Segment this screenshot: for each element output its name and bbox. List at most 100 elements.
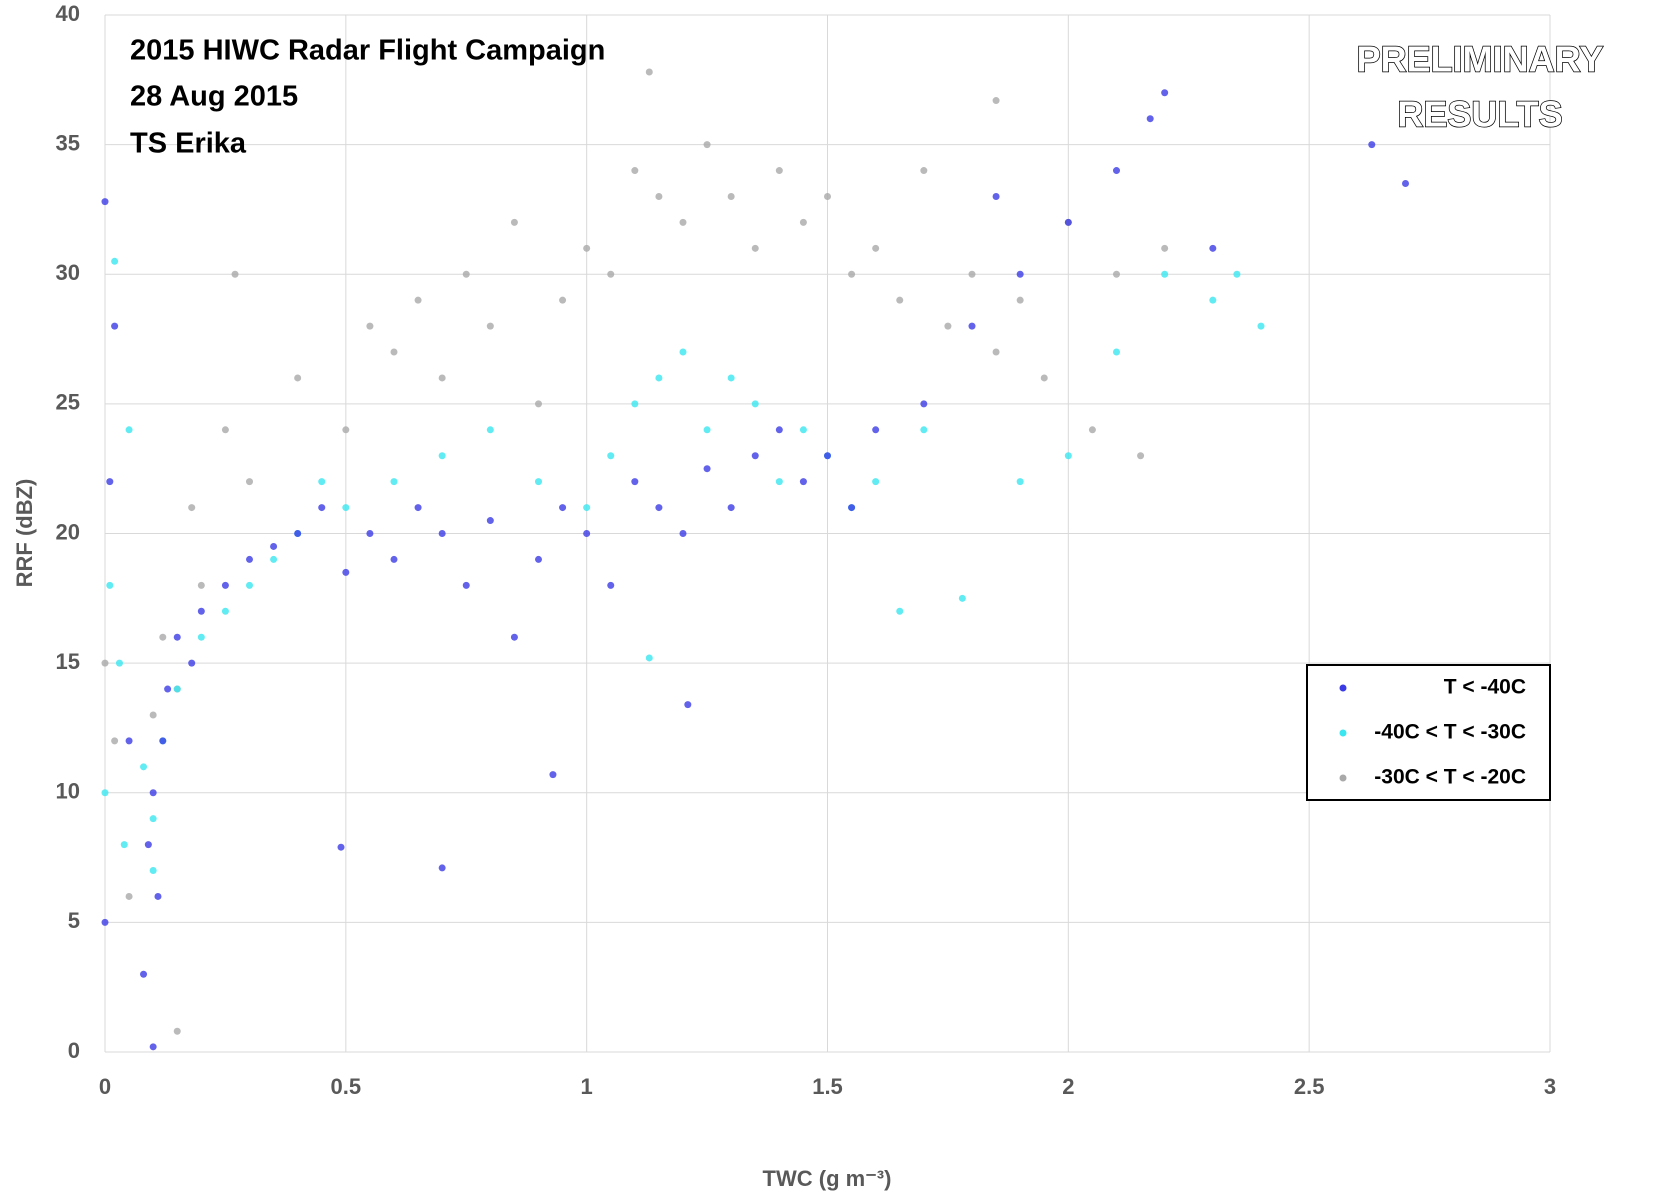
- point: [958, 594, 966, 602]
- y-axis-label: RRF (dBZ): [12, 479, 37, 588]
- point: [342, 504, 350, 512]
- point: [125, 737, 133, 745]
- point: [751, 400, 759, 408]
- point: [414, 296, 422, 304]
- point: [1402, 180, 1409, 188]
- point: [1209, 296, 1217, 304]
- point: [111, 322, 119, 330]
- point: [318, 504, 326, 512]
- point: [583, 530, 591, 537]
- point: [486, 426, 494, 434]
- point: [1088, 426, 1096, 434]
- point: [125, 892, 133, 900]
- chart-title: TS Erika: [130, 128, 247, 160]
- point: [679, 218, 687, 226]
- point: [992, 348, 1000, 356]
- point: [164, 685, 172, 693]
- point: [149, 711, 157, 719]
- point: [111, 737, 119, 745]
- point: [246, 555, 253, 563]
- point: [799, 218, 807, 226]
- point: [607, 270, 615, 278]
- point: [294, 530, 302, 537]
- point: [438, 452, 446, 460]
- point: [106, 478, 114, 486]
- point: [149, 867, 157, 875]
- point: [896, 607, 904, 615]
- point: [583, 504, 591, 512]
- point: [631, 167, 639, 175]
- point: [342, 568, 350, 576]
- point: [684, 701, 692, 709]
- point: [559, 296, 567, 304]
- point: [645, 68, 653, 76]
- point: [968, 270, 976, 278]
- point: [1113, 270, 1120, 278]
- point: [703, 141, 711, 149]
- point: [270, 542, 278, 550]
- point: [120, 841, 128, 849]
- x-tick-label: 1: [581, 1074, 593, 1099]
- point: [1209, 244, 1217, 252]
- y-tick-label: 30: [56, 260, 80, 285]
- point: [510, 218, 518, 226]
- point: [173, 633, 181, 641]
- point: [631, 400, 639, 408]
- legend-marker: [1339, 774, 1347, 782]
- point: [149, 789, 157, 797]
- point: [775, 426, 783, 434]
- point: [583, 244, 591, 252]
- point: [799, 426, 807, 434]
- point: [1257, 322, 1265, 330]
- point: [140, 970, 148, 978]
- x-tick-label: 2: [1062, 1074, 1074, 1099]
- point: [101, 198, 109, 206]
- point: [486, 322, 494, 330]
- point: [920, 167, 928, 175]
- point: [1161, 244, 1169, 252]
- point: [159, 737, 167, 745]
- point: [173, 1027, 181, 1035]
- point: [992, 192, 1000, 200]
- legend-label: T < -40C: [1444, 676, 1526, 699]
- grid: [104, 14, 1551, 1053]
- point: [188, 504, 196, 512]
- point: [1161, 270, 1169, 278]
- point: [655, 192, 663, 200]
- legend-box: [1306, 664, 1551, 801]
- point: [366, 530, 374, 537]
- point: [414, 504, 422, 512]
- point: [549, 771, 557, 779]
- point: [115, 659, 123, 667]
- point: [559, 504, 567, 512]
- point: [438, 864, 446, 872]
- point: [188, 659, 196, 667]
- y-tick-label: 25: [56, 390, 80, 415]
- point: [968, 322, 976, 330]
- y-tick-label: 15: [56, 649, 80, 674]
- point: [101, 659, 109, 667]
- annotation: PRELIMINARY: [1357, 39, 1604, 80]
- point: [775, 167, 783, 175]
- point: [486, 517, 494, 525]
- point: [111, 257, 119, 265]
- point: [655, 374, 663, 382]
- chart-title: 2015 HIWC Radar Flight Campaign: [130, 35, 605, 67]
- y-tick-label: 35: [56, 130, 80, 155]
- x-tick-label: 0.5: [331, 1074, 362, 1099]
- x-tick-label: 0: [99, 1074, 111, 1099]
- point: [631, 478, 639, 486]
- point: [197, 581, 205, 589]
- point: [462, 581, 470, 589]
- point: [101, 789, 109, 797]
- x-tick-label: 2.5: [1294, 1074, 1325, 1099]
- legend-marker: [1339, 729, 1347, 737]
- point: [751, 452, 759, 460]
- point: [149, 1043, 157, 1051]
- point: [872, 244, 880, 252]
- y-tick-label: 40: [56, 1, 80, 26]
- point: [197, 607, 205, 615]
- point: [106, 581, 114, 589]
- point: [318, 478, 326, 486]
- point: [221, 581, 229, 589]
